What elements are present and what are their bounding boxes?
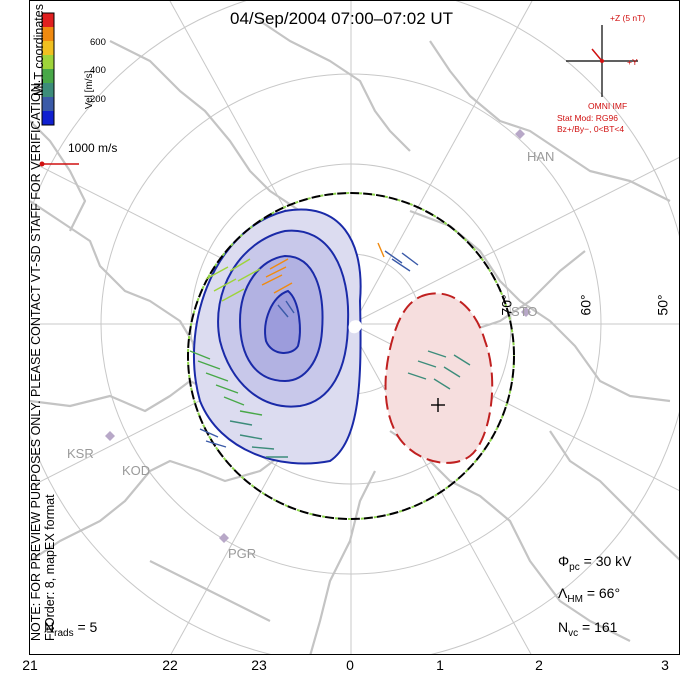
colorbar-tick-600: 600 bbox=[90, 37, 106, 48]
radar-count: Nrads = 5 bbox=[44, 619, 98, 639]
mlt-tick-2: 2 bbox=[535, 657, 543, 673]
vector-count: Nvc = 161 bbox=[558, 619, 618, 639]
dawn-cell bbox=[384, 292, 494, 464]
velocity-colorbar bbox=[41, 12, 55, 126]
mlt-tick-1: 1 bbox=[436, 657, 444, 673]
mlt-tick-23: 23 bbox=[251, 657, 267, 673]
preview-note-line1: NOTE: FOR PREVIEW PURPOSES ONLY. PLEASE … bbox=[29, 79, 43, 641]
station-label-kod: KOD bbox=[122, 463, 151, 478]
colorbar-segment bbox=[42, 83, 54, 98]
colorbar-segment bbox=[42, 55, 54, 70]
velocity-vectors bbox=[189, 242, 471, 458]
imf-source-label: OMNI IMF bbox=[588, 101, 628, 111]
scale-vector-label: 1000 m/s bbox=[68, 141, 118, 155]
mlt-tick-21: 21 bbox=[22, 657, 38, 673]
cross-polar-potential-value: = 30 kV bbox=[583, 553, 632, 569]
mlt-tick-22: 22 bbox=[162, 657, 178, 673]
station-markers bbox=[105, 129, 531, 543]
colorbar-tick-200: 200 bbox=[90, 94, 106, 105]
mlt-tick-0: 0 bbox=[346, 657, 354, 673]
station-label-han: HAN bbox=[527, 149, 555, 164]
dusk-cell bbox=[192, 208, 362, 465]
cross-polar-potential: Φpc = 30 kV bbox=[558, 553, 632, 573]
colorbar-segment bbox=[42, 111, 54, 126]
imf-z-label: +Z (5 nT) bbox=[610, 13, 646, 23]
imf-y-label: +Y bbox=[627, 57, 638, 67]
latitude-label-50: 50° bbox=[654, 294, 671, 316]
colorbar-segment bbox=[42, 69, 54, 84]
imf-dial bbox=[566, 25, 638, 97]
station-label-sto: STO bbox=[511, 304, 538, 319]
colorbar-tick-400: 400 bbox=[90, 65, 106, 76]
station-label-ksr: KSR bbox=[67, 446, 94, 461]
coordinate-system-label: MLT coordinates bbox=[32, 4, 46, 96]
map-frame: 04/Sep/2004 07:00–07:02 UT NOTE: FOR PRE… bbox=[29, 0, 680, 655]
imf-model-label: Stat Mod: RG96 bbox=[557, 113, 618, 123]
scale-vector bbox=[39, 161, 79, 167]
vector-count-value: = 161 bbox=[582, 619, 618, 635]
latitude-label-60: 60° bbox=[577, 294, 594, 316]
colorbar-border bbox=[41, 12, 55, 126]
colorbar-segment bbox=[42, 41, 54, 56]
mlt-tick-3: 3 bbox=[661, 657, 669, 673]
colorbar-segment bbox=[42, 97, 54, 112]
preview-note: NOTE: FOR PREVIEW PURPOSES ONLY. PLEASE … bbox=[29, 79, 57, 641]
preview-note-line2: FitOrder: 8, mapEX format bbox=[43, 494, 57, 641]
coastlines bbox=[30, 20, 679, 654]
convection-map bbox=[30, 1, 679, 654]
map-title: 04/Sep/2004 07:00–07:02 UT bbox=[230, 9, 454, 28]
colorbar-segment bbox=[42, 13, 54, 28]
hm-boundary-latitude-value: = 66° bbox=[586, 585, 621, 601]
station-label-pgr: PGR bbox=[228, 546, 257, 561]
imf-condition-label: Bz+/By−, 0<BT<4 bbox=[557, 124, 625, 134]
colorbar-segment bbox=[42, 27, 54, 42]
radar-count-value: = 5 bbox=[77, 619, 98, 635]
hm-boundary-latitude: ΛHM = 66° bbox=[558, 585, 621, 605]
